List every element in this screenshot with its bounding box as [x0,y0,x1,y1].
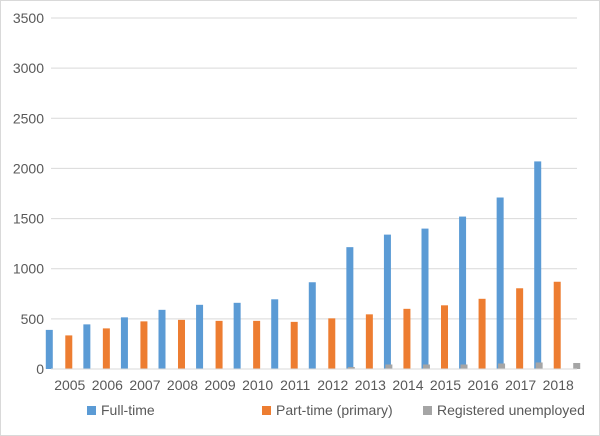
bar-full-time-2016 [459,216,467,369]
x-tick-label: 2005 [54,377,85,393]
legend: Full-time Part-time (primary) Registered u… [87,402,585,418]
x-tick-label: 2014 [392,377,423,393]
bar-registered-unemployed-2015 [460,364,468,369]
y-tick-label: 1500 [13,211,44,227]
y-tick-label: 0 [36,361,44,377]
legend-swatch [262,406,271,415]
x-tick-label: 2006 [92,377,123,393]
y-tick-label: 1000 [13,261,44,277]
bar-full-time-2015 [421,228,429,369]
bar-registered-unemployed-2014 [422,364,430,369]
y-tick-label: 3500 [13,10,44,26]
x-tick-label: 2018 [543,377,574,393]
bar-full-time-2006 [83,324,91,369]
x-tick-label: 2017 [505,377,536,393]
y-tick-label: 500 [21,311,45,327]
x-tick-label: 2010 [242,377,273,393]
bar-full-time-2013 [346,247,354,369]
gridlines [51,17,577,320]
x-tick-label: 2011 [280,377,310,393]
bar-part-time-primary-2011 [290,321,298,369]
bar-registered-unemployed-2012 [347,366,355,369]
x-tick-label: 2015 [430,377,461,393]
y-tick-label: 2500 [13,110,44,126]
bar-part-time-primary-2012 [328,318,336,369]
bar-full-time-2007 [120,317,128,369]
bar-full-time-2018 [534,161,542,369]
bar-part-time-primary-2016 [478,298,486,369]
legend-swatch [423,406,432,415]
bar-part-time-primary-2017 [516,288,524,369]
y-axis-tick-labels: 0 500 1000 1500 2000 2500 3000 3500 [13,10,44,377]
legend-swatch [87,406,96,415]
bar-full-time-2014 [383,234,391,369]
bar-part-time-primary-2010 [253,320,261,369]
bar-part-time-primary-2009 [215,320,223,369]
bar-part-time-primary-2007 [140,321,148,369]
legend-label: Part-time (primary) [276,402,393,418]
bar-full-time-2011 [271,299,279,369]
x-tick-label: 2013 [355,377,386,393]
x-tick-label: 2012 [317,377,348,393]
bar-full-time-2010 [233,302,241,369]
bar-full-time-2005 [45,329,53,369]
x-tick-label: 2009 [204,377,235,393]
bar-part-time-primary-2005 [65,335,73,369]
legend-label: Registered unemployed [437,402,585,418]
bar-full-time-2008 [158,309,166,369]
bars [45,161,581,369]
y-tick-label: 2000 [13,160,44,176]
legend-label: Full-time [101,402,155,418]
bar-registered-unemployed-2018 [573,362,581,369]
bar-part-time-primary-2008 [178,319,185,369]
x-tick-label: 2016 [467,377,498,393]
bar-part-time-primary-2006 [102,328,110,369]
bar-registered-unemployed-2013 [385,364,393,369]
bar-full-time-2017 [496,197,504,369]
bar-part-time-primary-2013 [365,314,373,369]
bar-registered-unemployed-2016 [498,363,506,369]
y-tick-label: 3000 [13,60,44,76]
x-axis-tick-labels: 2005 2006 2007 2008 2009 2010 2011 2012 2013 2014… [54,377,574,393]
x-tick-label: 2007 [129,377,160,393]
bar-part-time-primary-2018 [553,281,561,369]
bar-part-time-primary-2014 [403,308,411,369]
x-tick-label: 2008 [167,377,198,393]
bar-registered-unemployed-2017 [535,362,543,369]
bar-full-time-2012 [308,282,316,369]
bar-part-time-primary-2015 [441,305,448,369]
bar-full-time-2009 [196,304,204,369]
